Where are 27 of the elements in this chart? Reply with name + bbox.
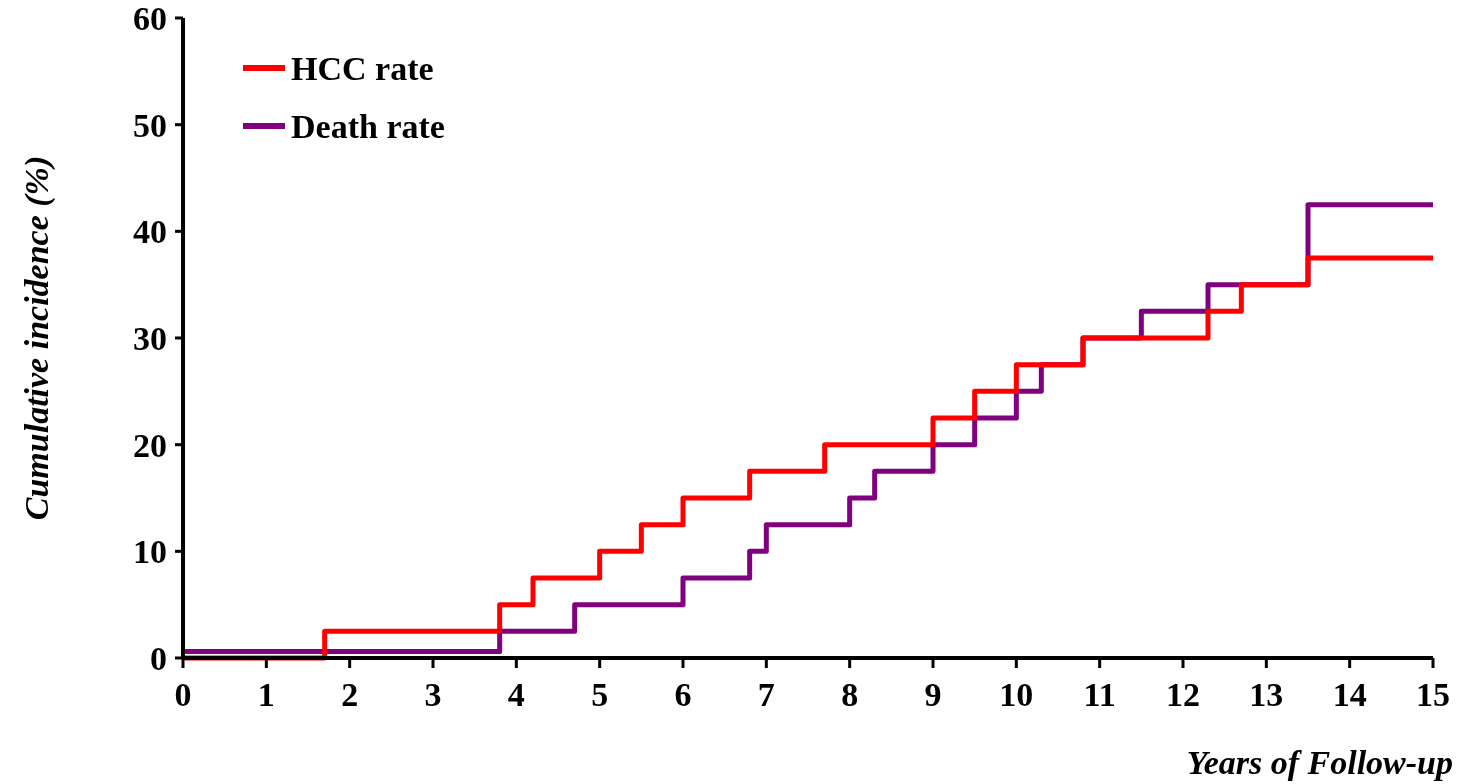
x-tick-label: 14 bbox=[1332, 676, 1367, 713]
x-tick-label: 6 bbox=[674, 676, 692, 713]
x-tick-label: 13 bbox=[1249, 676, 1284, 713]
legend-label: HCC rate bbox=[291, 49, 434, 87]
y-tick-label: 50 bbox=[133, 106, 167, 144]
x-tick-label: 12 bbox=[1166, 676, 1200, 713]
y-tick-label: 60 bbox=[133, 0, 167, 37]
x-tick-label: 4 bbox=[507, 676, 525, 713]
legend-label: Death rate bbox=[291, 107, 445, 145]
x-tick-label: 10 bbox=[999, 676, 1034, 713]
y-tick-label: 30 bbox=[133, 319, 167, 357]
x-tick-label: 11 bbox=[1083, 676, 1116, 713]
x-tick-label: 2 bbox=[341, 676, 359, 713]
x-tick-label: 9 bbox=[924, 676, 942, 713]
y-tick-label: 10 bbox=[133, 533, 167, 571]
y-axis-title: Cumulative incidence (%) bbox=[18, 155, 56, 521]
x-tick-label: 3 bbox=[424, 676, 442, 713]
x-tick-label: 15 bbox=[1416, 676, 1450, 713]
x-tick-label: 1 bbox=[257, 676, 275, 713]
x-tick-label: 5 bbox=[591, 676, 609, 713]
y-tick-label: 40 bbox=[133, 213, 167, 251]
x-tick-label: 8 bbox=[841, 676, 859, 713]
y-tick-label: 0 bbox=[150, 639, 167, 677]
x-axis-title: Years of Follow-up bbox=[1186, 744, 1453, 781]
x-tick-label: 7 bbox=[757, 676, 775, 713]
x-tick-label: 0 bbox=[174, 676, 192, 713]
y-tick-label: 20 bbox=[133, 426, 167, 464]
